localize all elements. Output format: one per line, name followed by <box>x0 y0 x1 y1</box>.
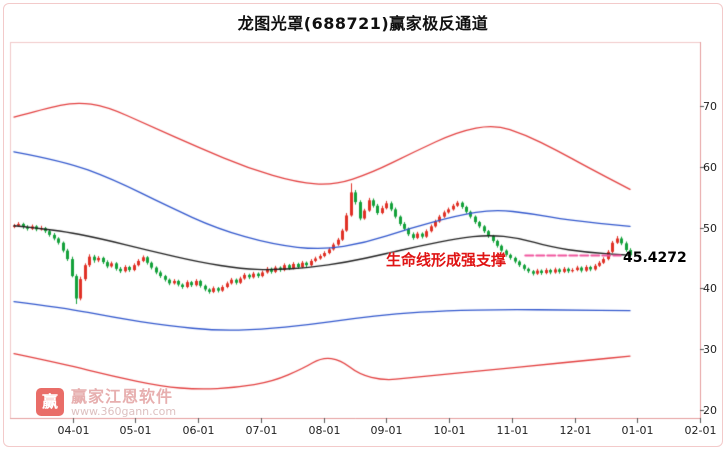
chart-title: 龙图光罩(688721)赢家极反通道 <box>237 14 489 33</box>
brand-logo-icon: 赢 <box>36 388 64 416</box>
watermark-url: www.360gann.com <box>71 405 177 418</box>
watermark: 赢 赢家江恩软件 www.360gann.com <box>36 388 176 418</box>
watermark-text: 赢家江恩软件 www.360gann.com <box>71 388 176 418</box>
life-line-value-label: 45.4272 <box>623 250 687 266</box>
watermark-brand: 赢家江恩软件 <box>71 387 174 406</box>
support-annotation: 生命线形成强支撑 <box>386 251 507 269</box>
